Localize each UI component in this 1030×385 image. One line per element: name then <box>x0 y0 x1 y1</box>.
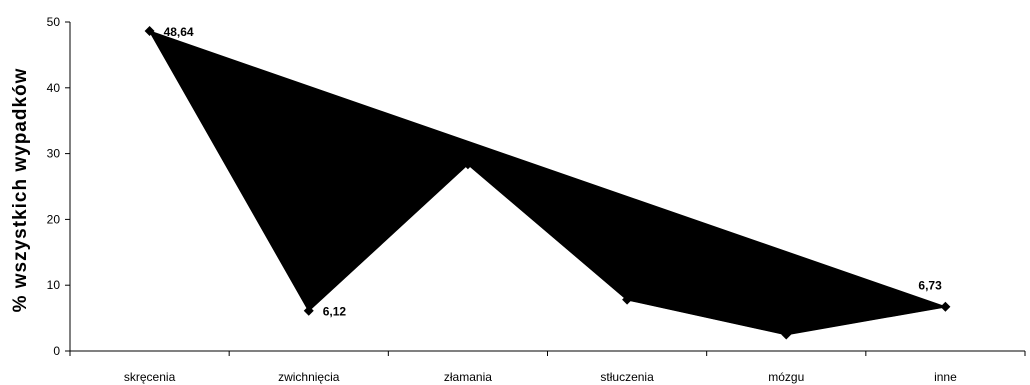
series-fill-area <box>148 30 948 336</box>
x-tick-label: mózgu <box>768 370 804 384</box>
x-tick-label: stłuczenia <box>600 370 654 384</box>
chart-axes: 0 10 20 30 40 50 skręcenia zwichnięcia złamania s… <box>47 15 1026 384</box>
y-tick-label: 40 <box>47 81 61 95</box>
chart-series <box>144 25 951 340</box>
data-label: 28,38 <box>453 144 483 158</box>
y-tick-label: 10 <box>47 278 61 292</box>
data-point-marker <box>781 329 792 340</box>
data-label: 6,73 <box>918 279 942 293</box>
chart-fill-area <box>148 30 948 336</box>
data-label: 6,12 <box>323 305 347 319</box>
x-tick-label: złamania <box>444 370 492 384</box>
y-tick-label: 30 <box>47 147 61 161</box>
x-tick-label: inne <box>934 370 957 384</box>
x-tick-label: skręcenia <box>124 370 176 384</box>
y-axis-title: % wszystkich wypadków <box>10 68 31 313</box>
data-point-marker <box>462 159 473 170</box>
chart-labels: 48,64 6,12 28,38 6,73 <box>164 25 943 319</box>
data-point-marker <box>144 25 155 36</box>
data-point-marker <box>622 294 633 305</box>
x-tick-label: zwichnięcia <box>278 370 340 384</box>
y-tick-label: 50 <box>47 15 61 29</box>
data-point-marker <box>303 305 314 316</box>
series-line <box>148 30 946 336</box>
y-tick-label: 20 <box>47 212 61 226</box>
y-tick-label: 0 <box>53 344 60 358</box>
data-label: 48,64 <box>164 25 194 39</box>
data-point-marker <box>940 301 951 312</box>
